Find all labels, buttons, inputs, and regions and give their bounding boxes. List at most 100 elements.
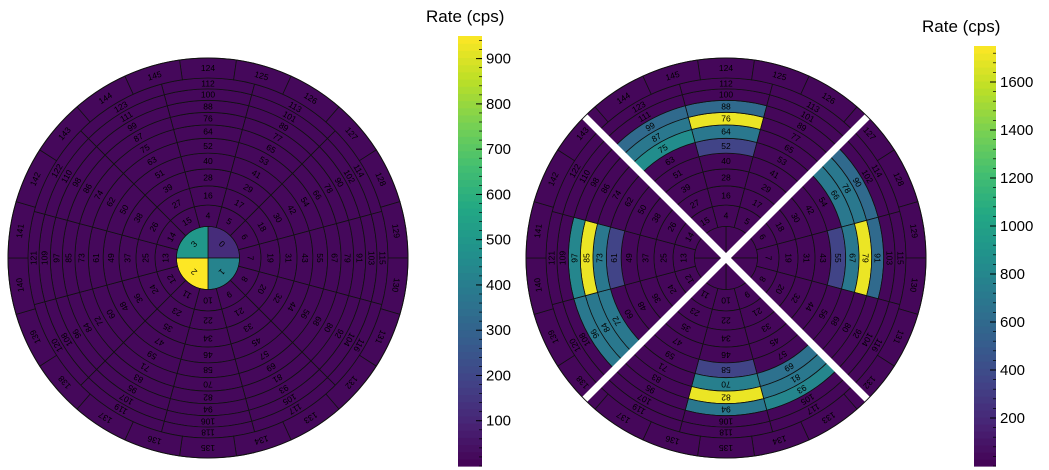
segment-label-145: 145 (146, 69, 163, 83)
colorbar-swatch (974, 410, 996, 418)
quadrant-gap (579, 111, 873, 405)
colorbar-swatch (458, 423, 482, 431)
segment-label-31: 31 (802, 253, 812, 263)
segment-label-14: 14 (165, 230, 179, 243)
segment-label-61: 61 (91, 253, 101, 263)
segment-label-109: 109 (558, 251, 568, 265)
colorbar-swatch (458, 408, 482, 417)
colorbar-swatch (458, 394, 482, 403)
colorbar-swatch (458, 36, 482, 44)
segment-label-84: 84 (81, 321, 95, 334)
colorbar-swatch (974, 298, 996, 306)
segment-label-42: 42 (285, 203, 299, 216)
segment-label-35: 35 (161, 321, 174, 335)
segment-label-81: 81 (789, 372, 802, 386)
segment-label-9: 9 (742, 289, 751, 300)
colorbar-tick-label: 400 (1000, 362, 1025, 379)
segment-label-40: 40 (203, 156, 213, 166)
segment-label-135: 135 (719, 443, 733, 453)
colorbar-swatch (974, 228, 996, 236)
colorbar-swatch (458, 351, 482, 360)
colorbar-swatch (974, 284, 996, 292)
segment-label-97: 97 (569, 253, 579, 263)
colorbar-swatch (458, 380, 482, 388)
colorbar-swatch (458, 229, 482, 238)
colorbar-swatch (974, 186, 996, 194)
segment-label-74: 74 (92, 188, 106, 201)
colorbar-swatch (974, 207, 996, 215)
segment-label-21: 21 (750, 305, 763, 319)
colorbar-swatch (974, 130, 996, 138)
colorbar-swatch (458, 458, 482, 467)
colorbar-swatch (974, 172, 996, 180)
segment-label-18: 18 (255, 220, 269, 233)
segment-label-31: 31 (284, 253, 294, 263)
segment-label-42: 42 (803, 203, 817, 216)
colorbar-tick-label: 1200 (1000, 170, 1033, 187)
colorbar-swatch (458, 315, 482, 324)
segment-label-32: 32 (271, 292, 285, 305)
colorbar-swatch (458, 43, 482, 51)
segment-label-94: 94 (203, 405, 213, 415)
segment-label-34: 34 (203, 334, 213, 344)
segment-label-18: 18 (773, 220, 787, 233)
segment-label-26: 26 (147, 220, 161, 233)
colorbar-tick-label: 200 (486, 367, 511, 384)
segment-label-59: 59 (663, 348, 676, 362)
segment-label-89: 89 (795, 120, 808, 134)
segment-label-28: 28 (203, 173, 213, 183)
disc-0: 0123456789101112131415161718192021222324… (7, 57, 409, 459)
colorbar-swatch (458, 222, 482, 231)
colorbar-swatch (974, 389, 996, 397)
segment-label-121: 121 (547, 251, 557, 265)
segment-label-136: 136 (664, 433, 681, 447)
colorbar-swatch (974, 81, 996, 89)
segment-label-87: 87 (132, 131, 145, 145)
segment-label-44: 44 (803, 300, 817, 313)
colorbar-swatch (974, 179, 996, 187)
segment-label-93: 93 (795, 383, 808, 397)
segment-label-87: 87 (650, 131, 663, 145)
colorbar-swatch (458, 193, 482, 202)
colorbar-swatch (458, 301, 482, 309)
colorbar-swatch (974, 459, 996, 467)
segment-label-7: 7 (245, 256, 255, 261)
segment-label-14: 14 (683, 230, 697, 243)
colorbar-swatch (974, 74, 996, 82)
segment-label-47: 47 (153, 335, 166, 349)
colorbar-tick-label: 500 (486, 232, 511, 249)
colorbar-tick-label: 200 (1000, 410, 1025, 427)
colorbar-swatch (974, 165, 996, 173)
segment-label-90: 90 (851, 176, 865, 189)
segment-label-98: 98 (588, 175, 602, 188)
segment-label-74: 74 (610, 188, 624, 201)
segment-label-76: 76 (203, 114, 213, 124)
colorbar-swatch (974, 53, 996, 61)
segment-label-9: 9 (224, 289, 233, 300)
segment-label-3: 3 (189, 239, 200, 250)
colorbar-swatch (458, 430, 482, 438)
segment-label-88: 88 (203, 101, 213, 111)
segment-label-73: 73 (77, 253, 87, 263)
segment-label-95: 95 (125, 382, 138, 396)
colorbar-swatch (458, 208, 482, 216)
segment-label-56: 56 (816, 307, 830, 320)
colorbar-tick-label: 600 (1000, 314, 1025, 331)
segment-label-5: 5 (225, 216, 234, 227)
segment-label-46: 46 (203, 350, 213, 360)
colorbar-swatch (458, 100, 482, 109)
segment-label-96: 96 (70, 327, 84, 340)
colorbar-swatch (458, 129, 482, 137)
segment-label-64: 64 (203, 127, 213, 137)
segment-label-112: 112 (719, 79, 733, 89)
segment-label-16: 16 (203, 191, 213, 201)
colorbar-tick-label: 900 (486, 51, 511, 68)
segment-label-23: 23 (170, 305, 183, 319)
segment-label-92: 92 (850, 327, 864, 340)
colorbar-swatch (974, 312, 996, 320)
segment-label-56: 56 (298, 307, 312, 320)
segment-label-125: 125 (771, 69, 788, 83)
colorbar-swatch (458, 236, 482, 245)
colorbar-0: Rate (cps) 100 200 300 400 500 600 700 800 900 (426, 7, 511, 467)
segment-label-15: 15 (180, 215, 193, 229)
